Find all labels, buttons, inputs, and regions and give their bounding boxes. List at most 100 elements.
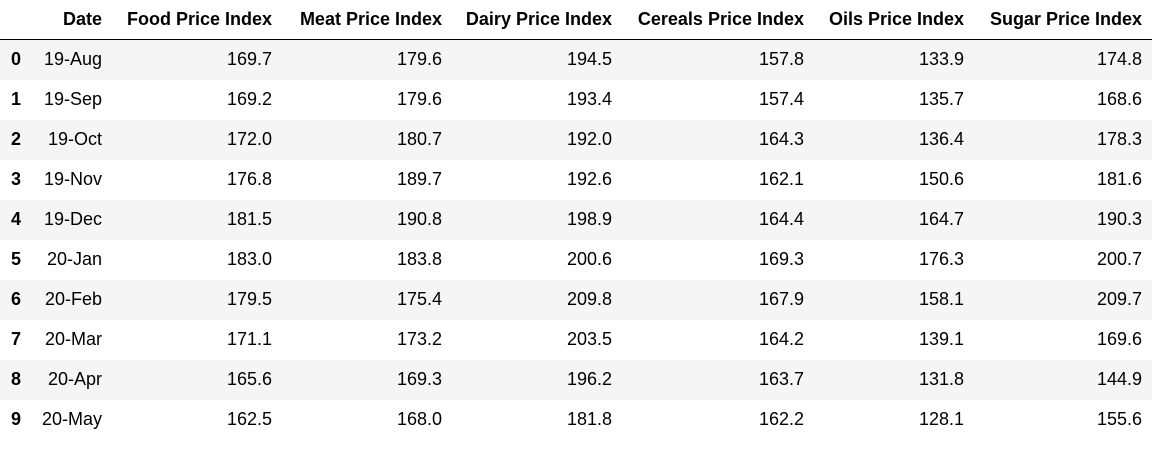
table-row: 9 20-May 162.5 168.0 181.8 162.2 128.1 155.6 [0,399,1152,440]
cell-date: 19-Oct [47,129,102,149]
column-header-cereals-price-index: Cereals Price Index [622,0,814,40]
cell-meat-price-index: 190.8 [396,209,442,229]
cell-sugar-price-index: 209.7 [1096,289,1142,309]
cell-meat-price-index: 175.4 [396,289,442,309]
cell-food-price-index: 162.5 [226,409,272,429]
cell-food-price-index: 183.0 [226,249,272,269]
cell-date: 19-Sep [43,89,102,109]
cell-dairy-price-index: 200.6 [566,249,612,269]
table-row: 6 20-Feb 179.5 175.4 209.8 167.9 158.1 209.7 [0,279,1152,320]
cell-date: 19-Dec [43,209,102,229]
row-index: 1 [11,89,22,109]
cell-meat-price-index: 180.7 [396,129,442,149]
price-index-table: Date Food Price Index Meat Price Index D… [0,0,1152,440]
cell-food-price-index: 176.8 [226,169,272,189]
cell-date: 20-Jan [46,249,102,269]
table-row: 5 20-Jan 183.0 183.8 200.6 169.3 176.3 200.7 [0,239,1152,280]
row-index: 8 [11,369,22,389]
cell-cereals-price-index: 167.9 [758,289,804,309]
cell-sugar-price-index: 174.8 [1096,49,1142,70]
cell-dairy-price-index: 192.0 [566,129,612,149]
table-header: Date Food Price Index Meat Price Index D… [0,0,1152,40]
cell-dairy-price-index: 198.9 [566,209,612,229]
cell-food-price-index: 165.6 [226,369,272,389]
cell-oils-price-index: 139.1 [918,329,964,349]
cell-dairy-price-index: 196.2 [566,369,612,389]
cell-food-price-index: 169.7 [226,49,272,70]
table-row: 0 19-Aug 169.7 179.6 194.5 157.8 133.9 174.8 [0,39,1152,80]
cell-food-price-index: 171.1 [226,329,272,349]
dataframe-output: Date Food Price Index Meat Price Index D… [0,0,1152,440]
cell-cereals-price-index: 162.2 [758,409,804,429]
column-header-meat-price-index: Meat Price Index [282,0,452,40]
cell-meat-price-index: 179.6 [396,49,442,70]
cell-date: 20-Apr [47,369,102,389]
cell-sugar-price-index: 155.6 [1096,409,1142,429]
cell-sugar-price-index: 144.9 [1096,369,1142,389]
table-row: 8 20-Apr 165.6 169.3 196.2 163.7 131.8 144.9 [0,359,1152,400]
row-index: 6 [11,289,22,309]
cell-cereals-price-index: 164.2 [758,329,804,349]
row-index: 2 [11,129,22,149]
column-header-dairy-price-index: Dairy Price Index [452,0,622,40]
table-row: 3 19-Nov 176.8 189.7 192.6 162.1 150.6 181.6 [0,159,1152,200]
cell-food-price-index: 169.2 [226,89,272,109]
cell-sugar-price-index: 169.6 [1096,329,1142,349]
cell-dairy-price-index: 194.5 [566,49,612,70]
cell-oils-price-index: 135.7 [918,89,964,109]
cell-dairy-price-index: 193.4 [566,89,612,109]
table-row: 7 20-Mar 171.1 173.2 203.5 164.2 139.1 169.6 [0,319,1152,360]
cell-meat-price-index: 179.6 [396,89,442,109]
cell-date: 19-Nov [43,169,102,189]
column-header-sugar-price-index: Sugar Price Index [974,0,1152,40]
header-row: Date Food Price Index Meat Price Index D… [0,0,1152,40]
row-index: 5 [11,249,22,269]
cell-food-price-index: 179.5 [226,289,272,309]
column-header-date: Date [32,0,112,40]
column-header-food-price-index: Food Price Index [112,0,282,40]
cell-sugar-price-index: 168.6 [1096,89,1142,109]
cell-cereals-price-index: 169.3 [758,249,804,269]
cell-cereals-price-index: 163.7 [758,369,804,389]
table-body: 0 19-Aug 169.7 179.6 194.5 157.8 133.9 174.8 1 19… [0,39,1152,440]
cell-date: 20-Mar [44,329,102,349]
table-row: 2 19-Oct 172.0 180.7 192.0 164.3 136.4 178.3 [0,119,1152,160]
cell-meat-price-index: 169.3 [396,369,442,389]
cell-date: 19-Aug [43,49,102,70]
cell-cereals-price-index: 164.4 [758,209,804,229]
row-index: 0 [11,49,22,70]
cell-date: 20-Feb [44,289,102,309]
cell-cereals-price-index: 157.8 [758,49,804,70]
cell-cereals-price-index: 164.3 [758,129,804,149]
cell-oils-price-index: 131.8 [918,369,964,389]
row-index: 7 [11,329,22,349]
cell-dairy-price-index: 209.8 [566,289,612,309]
cell-oils-price-index: 164.7 [918,209,964,229]
cell-oils-price-index: 136.4 [918,129,964,149]
cell-sugar-price-index: 181.6 [1096,169,1142,189]
table-row: 1 19-Sep 169.2 179.6 193.4 157.4 135.7 168.6 [0,79,1152,120]
cell-oils-price-index: 128.1 [918,409,964,429]
cell-food-price-index: 172.0 [226,129,272,149]
row-index: 3 [11,169,22,189]
table-row: 4 19-Dec 181.5 190.8 198.9 164.4 164.7 190.3 [0,199,1152,240]
row-index: 4 [11,209,22,229]
cell-oils-price-index: 176.3 [918,249,964,269]
cell-sugar-price-index: 200.7 [1096,249,1142,269]
cell-cereals-price-index: 162.1 [758,169,804,189]
index-header [0,0,32,40]
cell-dairy-price-index: 181.8 [566,409,612,429]
cell-dairy-price-index: 203.5 [566,329,612,349]
row-index: 9 [11,409,22,429]
cell-oils-price-index: 133.9 [918,49,964,70]
cell-meat-price-index: 189.7 [396,169,442,189]
cell-cereals-price-index: 157.4 [758,89,804,109]
cell-date: 20-May [41,409,102,429]
column-header-oils-price-index: Oils Price Index [814,0,974,40]
cell-dairy-price-index: 192.6 [566,169,612,189]
cell-food-price-index: 181.5 [226,209,272,229]
cell-meat-price-index: 183.8 [396,249,442,269]
cell-sugar-price-index: 178.3 [1096,129,1142,149]
cell-oils-price-index: 158.1 [918,289,964,309]
cell-meat-price-index: 168.0 [396,409,442,429]
